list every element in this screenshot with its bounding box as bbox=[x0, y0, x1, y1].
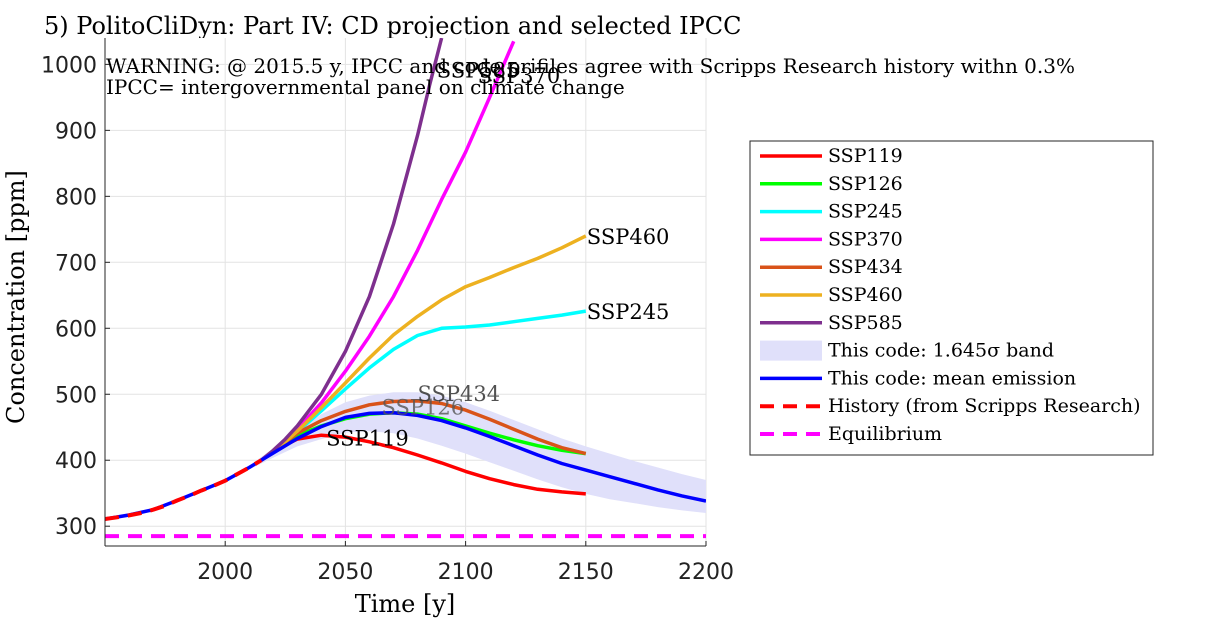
y-tick-label-800: 800 bbox=[55, 185, 97, 210]
series-label-ssp434: SSP434 bbox=[418, 382, 501, 406]
annotation-ipcc: IPCC= intergovernmental panel on climate… bbox=[106, 75, 625, 99]
y-tick-label-600: 600 bbox=[55, 317, 97, 342]
series-line-ssp460 bbox=[260, 234, 587, 462]
x-tick-label-2150: 2150 bbox=[558, 560, 614, 585]
series-label-ssp119: SSP119 bbox=[326, 427, 409, 451]
legend-item-this-code-1-645-band-label: This code: 1.645σ band bbox=[828, 340, 1054, 362]
y-tick-label-700: 700 bbox=[55, 251, 97, 276]
legend-item-history-from-scripps-research-label: History (from Scripps Research) bbox=[828, 395, 1141, 417]
series-layer bbox=[105, 38, 706, 539]
legend-item-ssp434-label: SSP434 bbox=[828, 256, 903, 278]
y-axis-label: Concentration [ppm] bbox=[2, 170, 30, 424]
legend-item-this-code-1-645-band-swatch bbox=[760, 340, 822, 361]
annotation-warning: WARNING: @ 2015.5 y, IPCC and code prifi… bbox=[106, 54, 1075, 78]
grid bbox=[105, 38, 707, 546]
y-tick-label-400: 400 bbox=[55, 449, 97, 474]
y-tick-label-1000: 1000 bbox=[41, 53, 97, 78]
confidence-band bbox=[225, 392, 706, 513]
legend-item-ssp370-label: SSP370 bbox=[828, 228, 903, 250]
legend-item-ssp119-label: SSP119 bbox=[828, 145, 903, 167]
series-label-ssp460: SSP460 bbox=[587, 225, 670, 249]
legend-item-ssp126-label: SSP126 bbox=[828, 173, 903, 195]
series-line-ssp585 bbox=[260, 38, 444, 462]
line-labels: SSP119 SSP126 SSP245 SSP370 SSP434 SSP460 SSP5… bbox=[326, 59, 669, 451]
y-tick-label-900: 900 bbox=[55, 119, 97, 144]
series-label-ssp585: SSP585 bbox=[437, 59, 520, 83]
legend-item-ssp585-label: SSP585 bbox=[828, 312, 903, 334]
x-tick-label-2000: 2000 bbox=[197, 560, 253, 585]
legend-item-equilibrium-label: Equilibrium bbox=[828, 423, 942, 445]
legend-box bbox=[749, 140, 1154, 456]
legend-item-ssp460-label: SSP460 bbox=[828, 284, 903, 306]
legend: SSP119 SSP126 SSP245 SSP370 SSP434 SSP460 SSP5… bbox=[749, 140, 1154, 456]
y-tick-label-300: 300 bbox=[55, 515, 97, 540]
series-label-ssp126: SSP126 bbox=[381, 396, 464, 420]
band-layer bbox=[225, 392, 706, 513]
x-tick-label-2100: 2100 bbox=[438, 560, 494, 585]
chart-title: 5) PolitoCliDyn: Part IV: CD projection … bbox=[44, 12, 742, 40]
y-tick-label-500: 500 bbox=[55, 383, 97, 408]
x-axis-label: Time [y] bbox=[355, 590, 456, 618]
legend-item-this-code-mean-emission-label: This code: mean emission bbox=[828, 367, 1076, 389]
series-label-ssp370: SSP370 bbox=[478, 64, 561, 88]
series-label-ssp245: SSP245 bbox=[587, 300, 670, 324]
series-line-history-from-scripps-research bbox=[105, 458, 263, 521]
axis-ticks: 2000 2050 2100 2150 2200 300 400 500 600 700 800 90… bbox=[41, 38, 734, 585]
x-tick-label-2200: 2200 bbox=[678, 560, 734, 585]
legend-item-ssp245-label: SSP245 bbox=[828, 201, 903, 223]
x-tick-label-2050: 2050 bbox=[317, 560, 373, 585]
